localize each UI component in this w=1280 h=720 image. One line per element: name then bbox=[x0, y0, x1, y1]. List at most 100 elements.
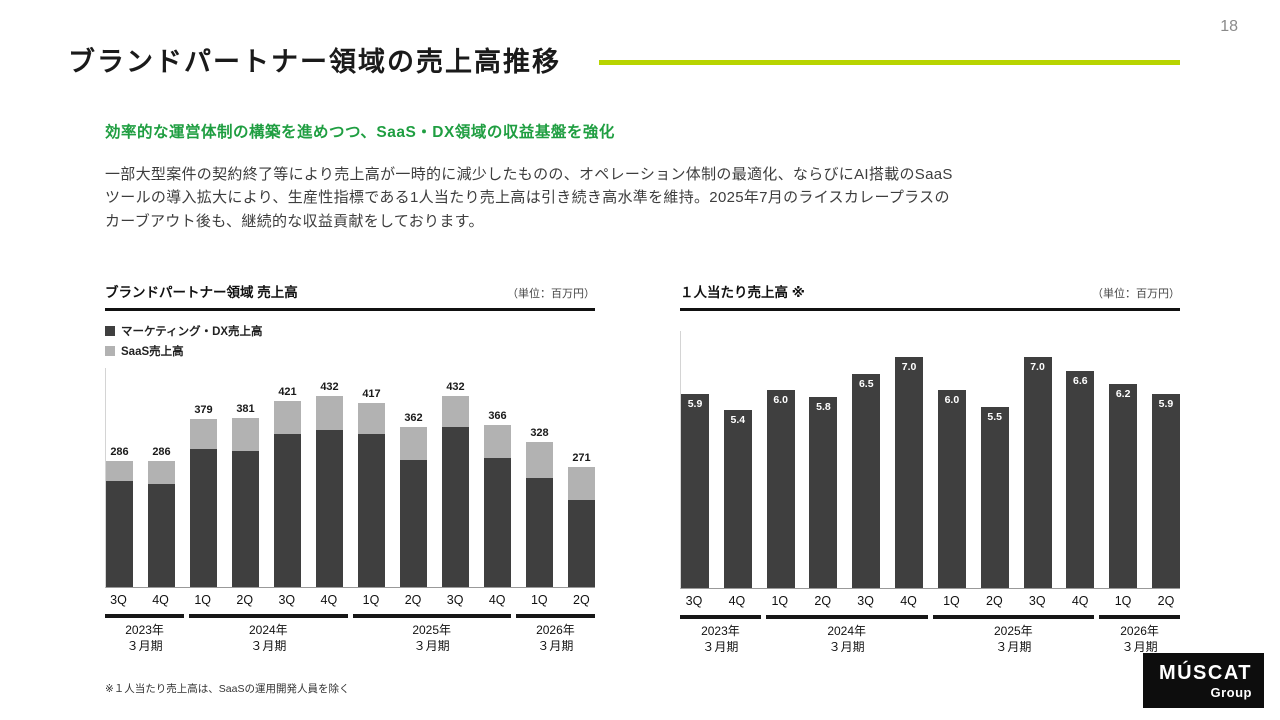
bar-column: 362 bbox=[400, 412, 427, 587]
bar-value-label: 286 bbox=[110, 446, 129, 458]
x-tick-label: 3Q bbox=[685, 594, 703, 608]
bar-column: 5.8 bbox=[809, 397, 838, 588]
bar-column: 6.0 bbox=[937, 390, 966, 588]
period-label: ３月期 bbox=[250, 639, 287, 654]
muscat-group-logo: MÚSCAT Group bbox=[1142, 653, 1264, 708]
year-group-label: 2025年 ３月期 bbox=[932, 615, 1095, 655]
legend-label: SaaS売上高 bbox=[121, 345, 184, 358]
bar-value-label: 328 bbox=[530, 427, 549, 439]
bar-column: 381 bbox=[232, 403, 259, 587]
bar: 6.0 bbox=[937, 390, 966, 588]
period-label: ３月期 bbox=[828, 640, 865, 655]
bar-value-label: 5.9 bbox=[1158, 398, 1174, 410]
bar-value-label: 6.6 bbox=[1073, 375, 1088, 387]
x-tick-label: 2Q bbox=[404, 593, 422, 607]
x-tick-label: 1Q bbox=[943, 594, 960, 608]
bar-segment-marketing-dx bbox=[274, 434, 301, 587]
x-tick-label: 4Q bbox=[320, 593, 338, 607]
bar-segment-marketing-dx bbox=[568, 500, 595, 587]
chart-legend: マーケティング・DX売上高 SaaS売上高 bbox=[105, 323, 595, 358]
x-tick-label: 2Q bbox=[573, 593, 590, 607]
bar-column: 432 bbox=[316, 381, 343, 587]
title-row: ブランドパートナー領域の売上高推移 bbox=[68, 40, 1180, 79]
bar-value-label: 271 bbox=[572, 452, 591, 464]
period-label: ３月期 bbox=[995, 640, 1032, 655]
bar-value-label: 6.2 bbox=[1115, 388, 1131, 400]
page-number: 18 bbox=[1220, 18, 1238, 35]
year-label: 2025年 bbox=[993, 624, 1033, 638]
x-tick-label: 1Q bbox=[362, 593, 380, 607]
bar-column: 366 bbox=[484, 410, 511, 587]
bar-value-label: 417 bbox=[362, 388, 381, 400]
bar: 5.9 bbox=[1151, 394, 1180, 588]
bar-segment-saas bbox=[232, 418, 259, 451]
bar-value-label: 421 bbox=[278, 386, 297, 398]
x-tick-label: 1Q bbox=[530, 593, 548, 607]
bar-chart: 5.9 5.4 6.0 5.8 6.5 7.0 6.0 5.5 7.0 6.6 6.2 5.9 bbox=[680, 331, 1180, 589]
chart-unit-label: （単位：百万円） bbox=[507, 288, 595, 300]
x-axis-labels: 3Q 4Q 1Q 2Q 3Q 4Q 1Q 2Q 3Q 4Q 1Q 2Q bbox=[105, 593, 595, 607]
x-tick-label: 4Q bbox=[900, 594, 917, 608]
bar-segment-marketing-dx bbox=[232, 451, 259, 587]
bar-column: 7.0 bbox=[895, 357, 924, 588]
bar-value-label: 7.0 bbox=[1030, 361, 1045, 373]
bar-value-label: 362 bbox=[404, 412, 423, 424]
x-tick-label: 2Q bbox=[986, 594, 1003, 608]
chart-header: ブランドパートナー領域 売上高 （単位：百万円） bbox=[105, 281, 595, 311]
bar-segment-saas bbox=[526, 442, 553, 478]
year-group-axis: 2023年 ３月期 2024年 ３月期 2025年 ３月期 2026年 ３月期 bbox=[680, 615, 1180, 655]
bar-column: 5.4 bbox=[723, 410, 752, 588]
year-group-label: 2023年 ３月期 bbox=[105, 614, 185, 654]
year-label: 2026年 bbox=[1120, 624, 1159, 638]
bar-value-label: 6.5 bbox=[858, 378, 874, 390]
year-group-axis: 2023年 ３月期 2024年 ３月期 2025年 ３月期 2026年 ３月期 bbox=[105, 614, 595, 654]
bar-segment-marketing-dx bbox=[106, 481, 133, 587]
bar: 6.6 bbox=[1066, 371, 1095, 588]
bar-column: 328 bbox=[526, 427, 553, 587]
year-group-label: 2025年 ３月期 bbox=[352, 614, 511, 654]
bar-segment-marketing-dx bbox=[358, 434, 385, 587]
chart-title: ブランドパートナー領域 売上高 bbox=[105, 285, 298, 300]
year-group-label: 2026年 ３月期 bbox=[1099, 615, 1180, 655]
bar-segment-saas bbox=[106, 461, 133, 481]
bar: 5.9 bbox=[681, 394, 709, 588]
bar-segment-saas bbox=[190, 419, 217, 449]
x-tick-label: 4Q bbox=[488, 593, 506, 607]
bar-column: 5.9 bbox=[1151, 394, 1180, 588]
bar-column: 379 bbox=[190, 404, 217, 587]
bar-column: 417 bbox=[358, 388, 385, 587]
x-tick-label: 4Q bbox=[728, 594, 746, 608]
x-tick-label: 3Q bbox=[446, 593, 464, 607]
bar-column: 271 bbox=[568, 452, 595, 587]
body-text: 一部大型案件の契約終了等により売上高が一時的に減少したものの、オペレーション体制… bbox=[105, 166, 953, 230]
year-group-label: 2023年 ３月期 bbox=[680, 615, 761, 655]
bar-segment-marketing-dx bbox=[442, 427, 469, 587]
chart-title: １人当たり売上高 ※ bbox=[680, 285, 805, 300]
bar-column: 6.6 bbox=[1066, 371, 1095, 588]
chart-header: １人当たり売上高 ※ （単位：百万円） bbox=[680, 281, 1180, 311]
bar-column: 6.5 bbox=[852, 374, 881, 588]
bar-segment-saas bbox=[148, 461, 175, 484]
bar: 6.5 bbox=[852, 374, 881, 588]
bar-value-label: 381 bbox=[236, 403, 255, 415]
chart-panel-segment-revenue: ブランドパートナー領域 売上高 （単位：百万円） マーケティング・DX売上高 S… bbox=[105, 281, 595, 654]
bar-segment-marketing-dx bbox=[190, 449, 217, 587]
bar-column: 6.0 bbox=[766, 390, 795, 588]
bar-column: 421 bbox=[274, 386, 301, 587]
year-label: 2024年 bbox=[248, 623, 288, 637]
bar-segment-saas bbox=[316, 396, 343, 430]
period-label: ３月期 bbox=[126, 639, 163, 654]
year-label: 2023年 bbox=[701, 624, 740, 638]
period-label: ３月期 bbox=[537, 639, 574, 654]
x-tick-label: 4Q bbox=[1071, 594, 1089, 608]
bar: 7.0 bbox=[1023, 357, 1052, 588]
bar-column: 432 bbox=[442, 381, 469, 587]
bar-value-label: 5.5 bbox=[987, 411, 1002, 423]
bar-segment-marketing-dx bbox=[148, 484, 175, 587]
bar: 5.5 bbox=[980, 407, 1009, 588]
x-tick-label: 3Q bbox=[1028, 594, 1046, 608]
accent-underline bbox=[599, 60, 1180, 65]
x-tick-label: 2Q bbox=[236, 593, 254, 607]
chart-panel-revenue-per-head: １人当たり売上高 ※ （単位：百万円） 5.9 5.4 6.0 5.8 6.5 7.0 6.… bbox=[680, 281, 1180, 655]
